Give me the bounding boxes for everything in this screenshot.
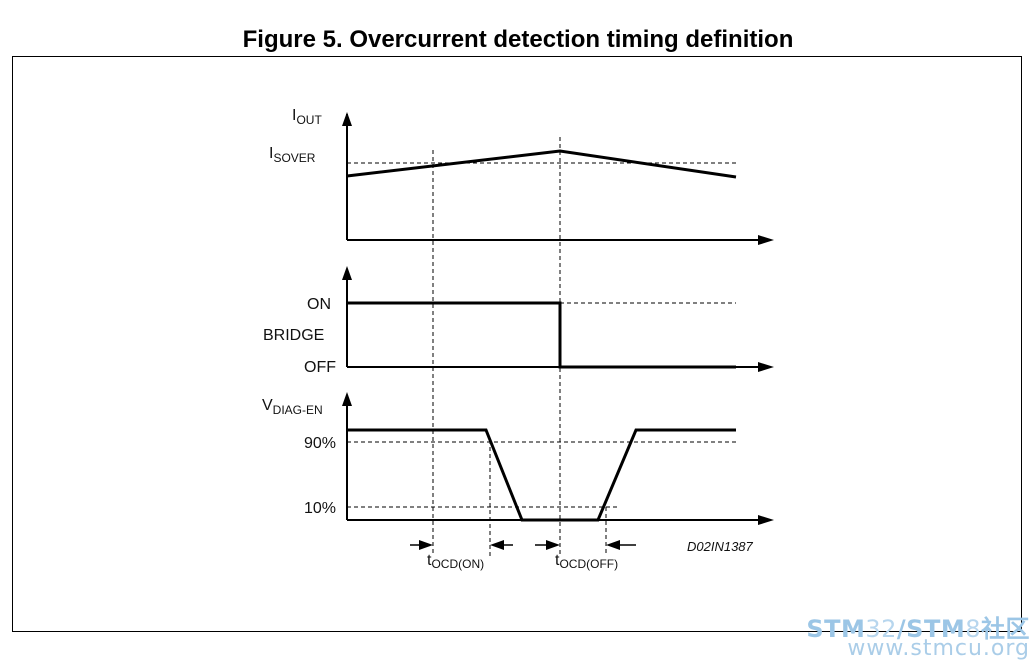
timing-arrows xyxy=(410,540,636,550)
waveforms xyxy=(346,149,737,522)
iout-label: IOUT xyxy=(292,107,322,127)
bridge-waveform xyxy=(347,301,736,369)
vdiag-y-arrow xyxy=(342,392,352,406)
dashed-guides xyxy=(347,137,736,556)
vdiag-waveform xyxy=(347,428,736,522)
iout-waveform xyxy=(346,149,737,179)
figure-frame xyxy=(12,56,1022,632)
tocd-off-label: tOCD(OFF) xyxy=(555,552,618,571)
level-10-label: 10% xyxy=(304,500,336,517)
level-90-label: 90% xyxy=(304,435,336,452)
bridge-y-arrow xyxy=(342,266,352,280)
off-label: OFF xyxy=(304,359,336,376)
bridge-label: BRIDGE xyxy=(263,327,324,344)
tocd-on-left-arrow xyxy=(419,540,433,550)
watermark-logo: STM32/STM8社区 xyxy=(806,615,1030,643)
tocd-on-label: tOCD(ON) xyxy=(427,552,484,571)
isover-label: ISOVER xyxy=(269,145,316,165)
vdiag-label: VDIAG-EN xyxy=(262,397,323,417)
on-label: ON xyxy=(307,296,331,313)
iout-x-arrow xyxy=(758,235,774,245)
tocd-on-right-arrow xyxy=(490,540,504,550)
tocd-off-left-arrow xyxy=(546,540,560,550)
figure-title: Figure 5. Overcurrent detection timing d… xyxy=(242,26,794,53)
vdiag-x-arrow xyxy=(758,515,774,525)
watermark-url: www.stmcu.org xyxy=(847,636,1030,661)
iout-y-arrow xyxy=(342,112,352,126)
bridge-x-arrow xyxy=(758,362,774,372)
tocd-off-right-arrow xyxy=(606,540,620,550)
figure-reference-code: D02IN1387 xyxy=(687,539,754,554)
